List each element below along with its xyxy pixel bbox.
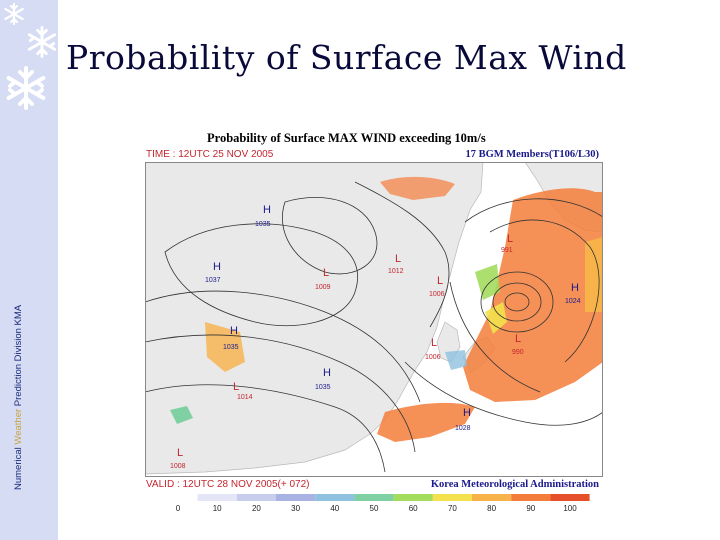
system-letter: L (177, 447, 183, 459)
snowflake-icon (6, 66, 46, 110)
system-value: 1012 (388, 268, 404, 275)
pressure-labels: H 1035 H 1037 H 1035 H 1035 H 1024 H 102… (170, 204, 581, 470)
colorbar-swatch (197, 494, 237, 501)
system-value: 1035 (255, 221, 271, 228)
colorbar-tick-label: 10 (213, 504, 222, 512)
colorbar-swatch (276, 494, 316, 501)
system-letter: L (233, 381, 239, 393)
system-value: 990 (512, 349, 524, 356)
colorbar-swatch (432, 494, 472, 501)
figure-title: Probability of Surface MAX WIND exceedin… (207, 131, 486, 145)
slide-title: Probability of Surface Max Wind (66, 38, 627, 77)
division-label-part: Numerical (13, 444, 24, 490)
colorbar-tick-label: 60 (409, 504, 418, 512)
colorbar-tick-label: 40 (330, 504, 339, 512)
system-value: 1006 (429, 291, 445, 298)
time-label: TIME : 12UTC 25 NOV 2005 (146, 149, 274, 160)
division-label: Numerical Weather Prediction Division KM… (11, 230, 27, 490)
system-value: 1009 (315, 284, 331, 291)
map-frame (145, 162, 603, 477)
system-letter: H (463, 407, 471, 419)
valid-label: VALID : 12UTC 28 NOV 2005(+ 072) (146, 479, 310, 490)
system-value: 991 (501, 247, 513, 254)
isobars (145, 181, 603, 473)
system-letter: L (515, 333, 521, 345)
colorbar-tick-label: 90 (526, 504, 535, 512)
system-value: 1035 (315, 384, 331, 391)
colorbar-swatch (550, 494, 590, 501)
system-value: 1024 (565, 298, 581, 305)
division-label-highlight: Weather (13, 408, 24, 445)
sidebar: Numerical Weather Prediction Division KM… (0, 0, 58, 540)
system-letter: L (395, 253, 401, 265)
probability-shading (170, 176, 603, 442)
system-value: 1028 (455, 425, 471, 432)
weather-map-figure: Probability of Surface MAX WIND exceedin… (145, 130, 603, 512)
colorbar-swatch (393, 494, 433, 501)
probability-colorbar: 0 10 20 30 40 50 60 70 80 90 100 (176, 494, 590, 512)
colorbar-swatch (236, 494, 276, 501)
system-letter: L (507, 233, 513, 245)
colorbar-tick-label: 80 (487, 504, 496, 512)
system-letter: H (230, 325, 238, 337)
system-value: 1008 (170, 463, 186, 470)
system-value: 1035 (223, 344, 239, 351)
snowflake-icon (4, 3, 24, 25)
system-letter: L (431, 337, 437, 349)
colorbar-swatch (178, 494, 198, 501)
system-letter: H (571, 282, 579, 294)
system-letter: H (263, 204, 271, 216)
colorbar-tick-label: 100 (563, 504, 577, 512)
weather-map: H 1035 H 1037 H 1035 H 1035 H 1024 H 102… (145, 162, 603, 477)
system-value: 1006 (425, 354, 441, 361)
colorbar-tick-label: 50 (370, 504, 379, 512)
colorbar-tick-label: 0 (176, 504, 181, 512)
colorbar-swatch (511, 494, 551, 501)
system-letter: L (437, 275, 443, 287)
agency-label: Korea Meteorological Administration (430, 479, 599, 490)
colorbar-tick-label: 30 (291, 504, 300, 512)
colorbar-swatch (354, 494, 394, 501)
colorbar-tick-label: 70 (448, 504, 457, 512)
system-letter: H (323, 367, 331, 379)
division-label-part: Prediction Division KMA (13, 304, 24, 409)
members-label: 17 BGM Members(T106/L30) (465, 149, 599, 160)
colorbar-swatch (472, 494, 512, 501)
snowflake-icon (27, 26, 57, 58)
system-value: 1014 (237, 394, 253, 401)
system-value: 1037 (205, 277, 221, 284)
colorbar-tick-label: 20 (252, 504, 261, 512)
system-letter: H (213, 261, 221, 273)
colorbar-swatch (315, 494, 355, 501)
system-letter: L (323, 267, 329, 279)
